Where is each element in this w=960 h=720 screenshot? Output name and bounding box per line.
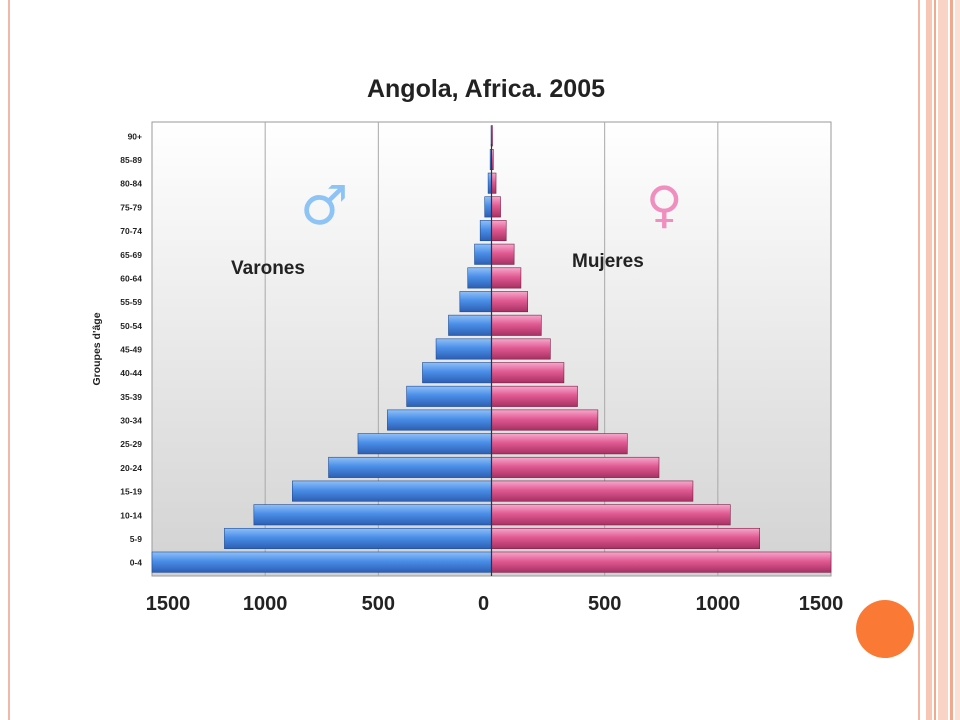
female-bar-45-49 bbox=[491, 338, 551, 360]
female-bar-90plus bbox=[491, 125, 493, 147]
y-tick-label: 20-24 bbox=[120, 463, 142, 473]
y-tick-label: 85-89 bbox=[120, 155, 142, 165]
x-tick-label: 500 bbox=[362, 593, 395, 615]
female-bar-55-59 bbox=[491, 291, 529, 313]
y-tick-label: 15-19 bbox=[120, 487, 142, 497]
y-tick-label: 60-64 bbox=[120, 273, 142, 283]
y-tick-label: 80-84 bbox=[120, 179, 142, 189]
female-bar-35-39 bbox=[491, 385, 578, 407]
x-tick-label: 0 bbox=[478, 593, 489, 615]
male-bar-25-29 bbox=[357, 433, 492, 455]
y-axis-label: Groupes d'âge bbox=[91, 312, 103, 385]
y-tick-label: 0-4 bbox=[130, 558, 143, 568]
male-bar-50-54 bbox=[448, 314, 492, 336]
y-tick-label: 35-39 bbox=[120, 392, 142, 402]
slide-frame bbox=[8, 0, 920, 720]
decorative-stripe bbox=[950, 0, 953, 720]
x-tick-label: 1000 bbox=[696, 593, 741, 615]
x-tick-label: 1000 bbox=[243, 593, 288, 615]
male-bar-5-9 bbox=[224, 527, 492, 549]
decorative-stripe bbox=[955, 0, 960, 720]
legend-label-female: Mujeres bbox=[572, 251, 644, 272]
y-tick-label: 5-9 bbox=[130, 534, 143, 544]
female-bar-70-74 bbox=[491, 220, 507, 242]
female-bar-20-24 bbox=[491, 456, 660, 478]
legend-label-male: Varones bbox=[231, 258, 305, 279]
male-bar-75-79 bbox=[484, 196, 492, 218]
x-tick-label: 500 bbox=[588, 593, 621, 615]
female-bar-30-34 bbox=[491, 409, 599, 431]
female-bar-60-64 bbox=[491, 267, 522, 289]
male-bar-40-44 bbox=[422, 362, 492, 384]
male-bar-20-24 bbox=[328, 456, 492, 478]
male-bar-35-39 bbox=[406, 385, 492, 407]
y-tick-label: 75-79 bbox=[120, 202, 142, 212]
y-tick-label: 55-59 bbox=[120, 297, 142, 307]
male-bar-55-59 bbox=[459, 291, 492, 313]
female-bar-0-4 bbox=[491, 551, 832, 573]
y-tick-label: 50-54 bbox=[120, 321, 142, 331]
y-tick-label: 10-14 bbox=[120, 510, 142, 520]
female-bar-10-14 bbox=[491, 504, 731, 526]
male-bar-0-4 bbox=[151, 551, 492, 573]
male-symbol-icon: ♂ bbox=[300, 174, 348, 237]
decorative-stripe bbox=[926, 0, 932, 720]
y-tick-labels: 0-4 5-9 10-14 15-19 20-24 25-29 30-34 35-39 40-4… bbox=[120, 131, 142, 567]
male-bar-30-34 bbox=[387, 409, 492, 431]
female-bar-40-44 bbox=[491, 362, 565, 384]
female-bar-65-69 bbox=[491, 243, 515, 265]
y-tick-label: 45-49 bbox=[120, 345, 142, 355]
decorative-stripe bbox=[938, 0, 948, 720]
x-tick-labels: 1500 1000 500 0 500 1000 1500 bbox=[146, 593, 844, 615]
orange-circle-icon bbox=[856, 600, 914, 658]
bars bbox=[151, 125, 832, 576]
chart-title: Angola, Africa. 2005 bbox=[367, 75, 605, 103]
male-bar-45-49 bbox=[435, 338, 492, 360]
decorative-stripe bbox=[934, 0, 936, 720]
male-bar-60-64 bbox=[467, 267, 492, 289]
female-bar-50-54 bbox=[491, 314, 542, 336]
female-bar-5-9 bbox=[491, 527, 761, 549]
male-bar-65-69 bbox=[474, 243, 492, 265]
x-tick-label: 1500 bbox=[146, 593, 191, 615]
x-tick-label: 1500 bbox=[799, 593, 844, 615]
y-tick-label: 25-29 bbox=[120, 439, 142, 449]
female-bar-15-19 bbox=[491, 480, 694, 502]
male-bar-10-14 bbox=[253, 504, 492, 526]
male-bar-15-19 bbox=[292, 480, 492, 502]
y-tick-label: 90+ bbox=[128, 131, 142, 141]
y-tick-label: 30-34 bbox=[120, 416, 142, 426]
female-bar-80-84 bbox=[491, 172, 497, 194]
y-tick-label: 65-69 bbox=[120, 250, 142, 260]
female-bar-75-79 bbox=[491, 196, 501, 218]
female-bar-25-29 bbox=[491, 433, 628, 455]
y-tick-label: 40-44 bbox=[120, 368, 142, 378]
male-bar-70-74 bbox=[479, 220, 492, 242]
y-tick-label: 70-74 bbox=[120, 226, 142, 236]
female-symbol-icon: ♀ bbox=[646, 176, 683, 234]
